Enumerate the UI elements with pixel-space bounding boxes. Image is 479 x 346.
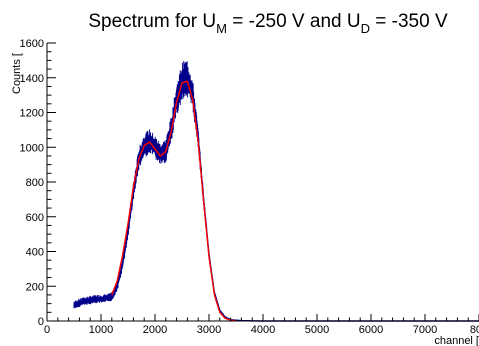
x-tick-label: 3000 [197,324,221,336]
y-tick-label: 800 [26,177,44,189]
fit-layer [111,80,237,322]
x-tick-label: 1000 [89,324,113,336]
x-tick-label: 6000 [359,324,383,336]
x-tick-label: 7000 [413,324,437,336]
title-prefix: Spectrum for U [88,11,216,32]
histogram-series [73,61,258,321]
axes-layer: 0100020003000400050006000700080002004006… [20,38,479,336]
histogram-centerline [73,76,479,322]
y-tick-label: 0 [38,316,44,328]
x-tick-label: 0 [44,324,50,336]
y-axis-label: Counts [ [11,53,23,94]
y-tick-label: 200 [26,281,44,293]
x-tick-label: 4000 [251,324,275,336]
y-tick-label: 1400 [20,73,44,85]
x-axis-label: channel [ [434,335,479,346]
y-tick-label: 400 [26,247,44,259]
y-tick-label: 1000 [20,142,44,154]
title-sub-d: D [361,21,370,36]
x-tick-label: 800 [470,324,479,336]
chart-title: Spectrum for UM = -250 V and UD = -350 V [88,11,448,36]
histogram-layer [73,61,479,322]
title-mid: = -250 V and U [227,11,361,32]
y-tick-label: 1200 [20,108,44,120]
x-tick-label: 5000 [305,324,329,336]
y-tick-label: 600 [26,212,44,224]
fit-series [111,80,237,322]
title-suffix: = -350 V [370,11,448,32]
y-tick-label: 1600 [20,38,44,50]
title-sub-m: M [216,21,227,36]
x-tick-label: 2000 [143,324,167,336]
